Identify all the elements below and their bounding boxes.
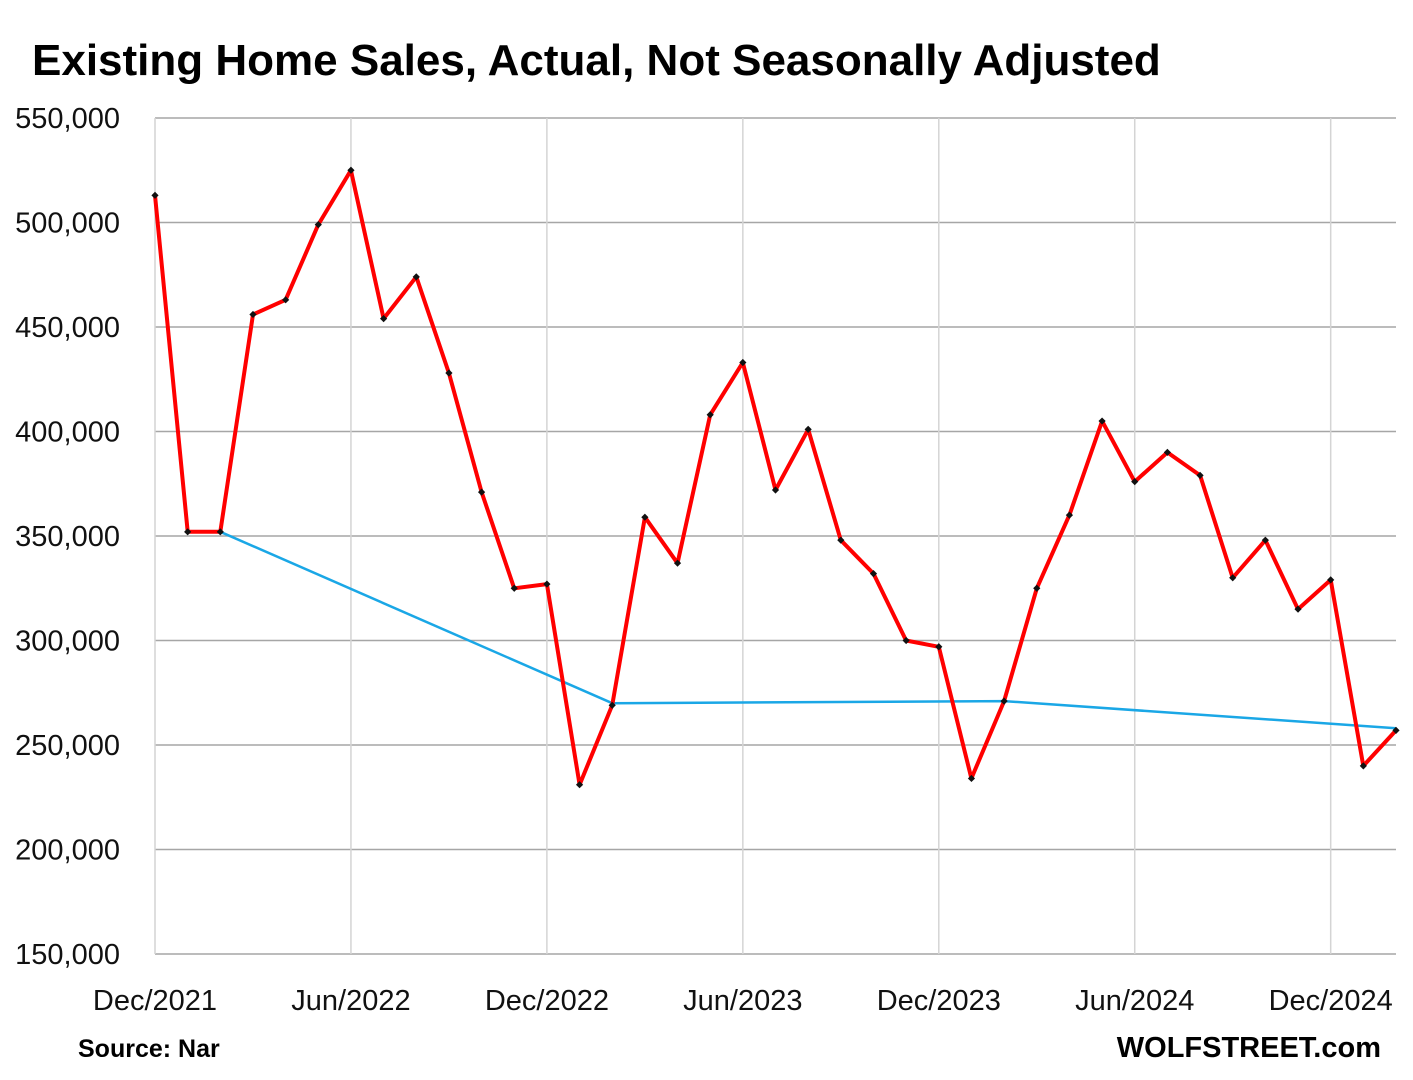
x-tick-label: Dec/2021 <box>93 985 217 1017</box>
data-point-marker <box>967 774 976 783</box>
data-point-marker <box>1098 417 1106 425</box>
data-point-marker <box>510 584 518 592</box>
home-sales-series <box>151 166 1400 789</box>
y-tick-label: 150,000 <box>15 939 120 971</box>
data-point-marker <box>1294 605 1302 613</box>
data-point-marker <box>216 528 224 536</box>
x-tick-label: Dec/2023 <box>877 985 1001 1017</box>
y-tick-label: 400,000 <box>15 417 120 449</box>
data-point-marker <box>477 488 486 496</box>
data-point-marker <box>608 701 616 709</box>
data-point-marker <box>902 636 910 645</box>
data-point-marker <box>706 411 714 419</box>
data-point-marker <box>1392 726 1400 734</box>
home-sales-line <box>153 168 1398 787</box>
data-point-marker <box>935 643 943 651</box>
x-tick-label: Dec/2024 <box>1269 985 1393 1017</box>
data-point-marker <box>673 559 682 567</box>
chart-title: Existing Home Sales, Actual, Not Seasona… <box>32 36 1161 85</box>
x-tick-label: Jun/2022 <box>291 985 410 1017</box>
data-point-marker <box>1327 576 1335 584</box>
data-point-marker <box>804 425 812 434</box>
x-tick-label: Jun/2023 <box>683 985 802 1017</box>
data-point-marker <box>575 781 584 789</box>
x-tick-label: Dec/2022 <box>485 985 609 1017</box>
data-point-marker <box>739 358 747 367</box>
data-point-marker <box>380 315 388 323</box>
data-point-marker <box>282 296 290 304</box>
data-point-marker <box>1065 511 1074 519</box>
trend-line-series <box>219 530 1397 730</box>
y-tick-label: 500,000 <box>15 208 120 240</box>
y-tick-label: 200,000 <box>15 835 120 867</box>
data-point-marker <box>837 536 845 544</box>
data-point-marker <box>1000 697 1008 705</box>
data-point-marker <box>184 528 192 536</box>
data-point-marker <box>1261 536 1269 544</box>
data-point-marker <box>543 580 551 588</box>
data-point-marker <box>1359 762 1367 770</box>
data-point-marker <box>869 570 878 578</box>
data-point-marker <box>1196 471 1204 479</box>
y-tick-label: 550,000 <box>15 103 120 135</box>
y-tick-label: 300,000 <box>15 626 120 658</box>
y-tick-label: 350,000 <box>15 521 120 553</box>
data-point-marker <box>412 273 420 281</box>
data-point-marker <box>347 166 355 174</box>
data-point-marker <box>771 486 780 494</box>
data-point-marker <box>1229 574 1237 582</box>
y-tick-label: 250,000 <box>15 730 120 762</box>
gridlines <box>154 117 1396 955</box>
trend-line-segment <box>219 530 613 705</box>
brand-watermark: WOLFSTREET.com <box>1117 1032 1381 1064</box>
data-point-marker <box>1033 584 1041 592</box>
data-point-marker <box>1163 448 1171 456</box>
x-axis-tick-labels: Dec/2021 Jun/2022 Dec/2022 Jun/2023 Dec/2023… <box>93 985 1393 1017</box>
data-point-marker <box>151 191 159 199</box>
data-point-marker <box>445 369 453 377</box>
y-axis-tick-labels: 150,000 200,000 250,000 300,000 350,000 400,0… <box>15 103 120 971</box>
x-tick-label: Jun/2024 <box>1075 985 1194 1017</box>
source-note: Source: Nar <box>78 1035 220 1063</box>
data-point-marker <box>249 310 257 319</box>
data-point-marker <box>1131 478 1139 486</box>
y-tick-label: 450,000 <box>15 312 120 344</box>
data-point-marker <box>641 513 649 521</box>
data-point-marker <box>314 220 322 229</box>
